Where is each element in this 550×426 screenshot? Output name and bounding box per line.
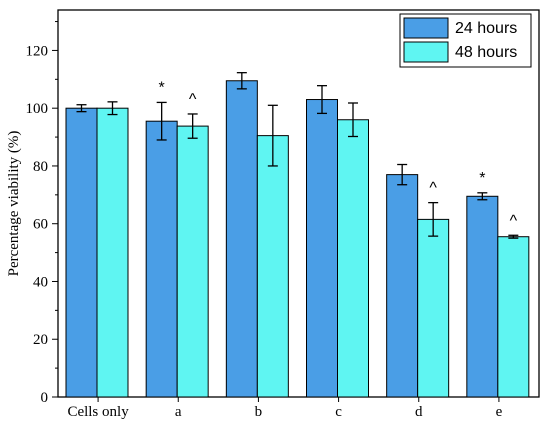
- bar-24h: [386, 174, 419, 398]
- y-tick-label: 100: [26, 101, 49, 117]
- bar-24h: [306, 99, 338, 398]
- plot-frame: [57, 9, 540, 398]
- significance-marker: *: [479, 170, 485, 187]
- y-tick-label: 120: [26, 43, 49, 59]
- significance-marker: ^: [429, 180, 437, 197]
- legend-swatch: [403, 41, 449, 63]
- significance-marker: *: [159, 79, 165, 96]
- bar-48h: [337, 119, 369, 398]
- x-tick-label: e: [496, 404, 503, 420]
- significance-marker: ^: [510, 212, 518, 229]
- bar-48h: [497, 236, 530, 398]
- bar-24h: [65, 107, 98, 398]
- y-tick-label: 40: [33, 274, 48, 290]
- bar-48h: [256, 135, 289, 398]
- x-tick-label: Cells only: [67, 404, 129, 420]
- legend-swatch: [403, 17, 449, 39]
- bar-48h: [96, 107, 129, 398]
- y-tick-label: 20: [33, 332, 48, 348]
- legend-label: 24 hours: [455, 20, 517, 37]
- significance-marker: ^: [189, 91, 197, 108]
- legend-label: 48 hours: [455, 44, 517, 61]
- bar-24h: [225, 80, 258, 398]
- bar-24h: [466, 195, 499, 398]
- legend: 24 hours 48 hours: [399, 13, 532, 68]
- y-tick-label: 60: [33, 217, 48, 233]
- x-tick-label: c: [335, 404, 342, 420]
- x-tick-label: a: [175, 404, 182, 420]
- bar-48h: [417, 218, 450, 398]
- bar-24h: [145, 120, 178, 398]
- x-tick-label: b: [255, 404, 263, 420]
- bar-48h: [176, 125, 209, 398]
- y-tick-label: 0: [41, 390, 49, 406]
- x-tick-label: d: [415, 404, 423, 420]
- y-axis-label: Percentage viability (%): [6, 131, 22, 277]
- y-tick-label: 80: [33, 159, 48, 175]
